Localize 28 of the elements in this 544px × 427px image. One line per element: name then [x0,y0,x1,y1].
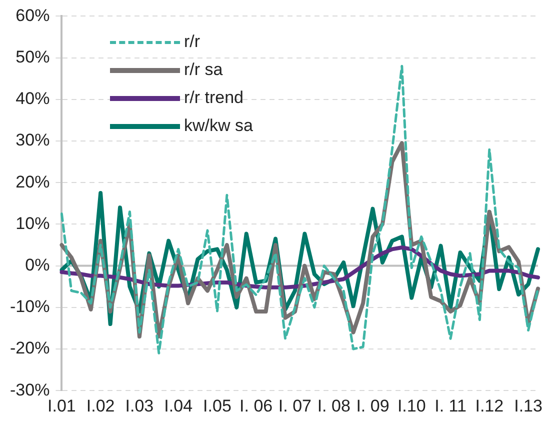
y-tick-label: -10% [10,297,50,316]
x-tick-label: I.03 [125,396,154,416]
x-tick-label: I. 09 [356,396,390,416]
legend-label: r/r sa [184,59,223,81]
y-tick-label: 40% [16,89,50,108]
legend-label: kw/kw sa [184,115,253,137]
x-tick-label: I. 07 [278,396,312,416]
y-tick-label: 60% [16,6,50,25]
x-tick-label: I. 08 [317,396,350,416]
line-series [60,64,540,354]
y-tick-label: 0% [25,255,50,274]
x-tick-label: I.05 [203,396,232,416]
x-tick-label: I.02 [86,396,115,416]
x-tick-label: I. 11 [434,396,466,416]
y-tick-label: -30% [10,380,50,400]
y-tick-label: 10% [16,214,50,233]
y-tick-label: 20% [16,172,50,192]
legend-label: r/r trend [184,87,244,109]
x-tick-label: I.10 [397,396,426,416]
y-tick-label: 30% [16,130,50,150]
x-tick-label: I.13 [514,396,542,416]
y-tick-label: -20% [10,338,50,358]
x-tick-label: I.01 [48,396,76,416]
x-tick-label: I. 06 [240,396,273,416]
y-tick-label: 50% [16,47,50,66]
legend-label: r/r [184,31,200,53]
x-tick-label: I.12 [475,396,504,416]
x-tick-label: I.04 [164,396,193,416]
